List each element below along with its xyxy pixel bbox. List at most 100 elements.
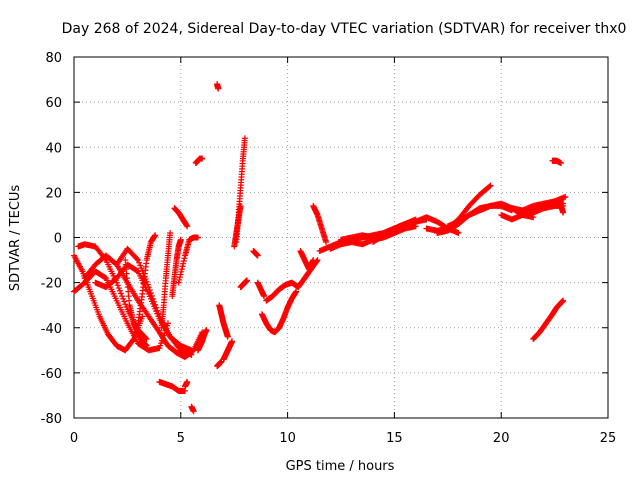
- series-arc-19: [214, 358, 225, 370]
- data-point: [120, 295, 127, 302]
- y-tick-label: -80: [41, 412, 62, 427]
- series-arc-36: [434, 202, 515, 236]
- axis-ticks: [73, 56, 609, 419]
- series-arc-24: [237, 277, 251, 291]
- series-arc-6: [113, 245, 195, 354]
- data-point: [151, 298, 158, 305]
- data-point: [188, 347, 195, 354]
- series-arc-29: [297, 248, 317, 273]
- data-point: [148, 292, 155, 299]
- y-tick-label: 0: [54, 232, 62, 247]
- data-point: [215, 85, 222, 92]
- series-arc-17: [194, 327, 210, 354]
- data-point: [152, 232, 159, 239]
- data-point: [310, 257, 317, 264]
- y-tick-label: 80: [45, 51, 62, 66]
- x-tick-label: 10: [279, 431, 296, 446]
- series-arc-41: [549, 157, 565, 167]
- data-point: [176, 274, 183, 281]
- data-point: [560, 297, 567, 304]
- data-point: [203, 327, 210, 334]
- data-point: [153, 304, 160, 311]
- data-point: [181, 255, 188, 262]
- data-point: [135, 257, 142, 264]
- data-point: [175, 279, 182, 286]
- y-tick-label: 20: [45, 186, 62, 201]
- series-arc-2: [71, 252, 146, 354]
- data-point: [244, 277, 251, 284]
- data-point: [224, 333, 231, 340]
- data-point: [487, 182, 494, 189]
- tick-labels: 0 5 10 15 20 25 -80 -60 -40 -20 0 20 40 60 80: [41, 51, 617, 446]
- data-point: [117, 290, 124, 297]
- y-tick-label: -40: [41, 322, 62, 337]
- data-point: [179, 263, 186, 270]
- data-point: [180, 260, 187, 267]
- series-arc-34: [370, 214, 462, 246]
- x-axis-label: GPS time / hours: [286, 459, 395, 474]
- data-point: [154, 307, 161, 314]
- series-arc-43: [530, 297, 567, 343]
- data-point: [261, 293, 268, 300]
- data-point: [184, 378, 191, 385]
- y-tick-label: -60: [41, 367, 62, 382]
- data-point: [184, 223, 191, 230]
- x-tick-label: 0: [70, 431, 78, 446]
- data-point: [138, 265, 145, 272]
- data-points: [71, 81, 569, 415]
- series-arc-8: [135, 232, 159, 327]
- series-arc-28: [263, 257, 321, 304]
- x-tick-label: 15: [386, 431, 403, 446]
- x-tick-label: 20: [493, 431, 510, 446]
- data-point: [178, 266, 185, 273]
- y-tick-label: -20: [41, 277, 62, 292]
- data-point: [177, 236, 184, 243]
- y-tick-label: 40: [45, 141, 62, 156]
- series-arc-26: [254, 279, 268, 300]
- grid-lines: [74, 57, 608, 418]
- data-point: [114, 282, 121, 289]
- series-arc-14: [182, 378, 191, 390]
- data-point: [150, 295, 157, 302]
- series-arc-15: [188, 403, 197, 415]
- series-arc-20: [216, 302, 231, 340]
- data-point: [147, 290, 154, 297]
- data-point: [152, 301, 159, 308]
- data-point: [122, 301, 129, 308]
- x-tick-label: 5: [177, 431, 185, 446]
- data-point: [293, 288, 300, 295]
- series-arc-9: [158, 229, 174, 331]
- data-point: [143, 336, 150, 343]
- data-point: [116, 287, 123, 294]
- chart-title: Day 268 of 2024, Sidereal Day-to-day VTE…: [62, 21, 627, 37]
- data-point: [558, 160, 565, 167]
- series-arc-18: [214, 81, 222, 92]
- data-point: [194, 234, 201, 241]
- data-point: [155, 310, 162, 317]
- y-tick-label: 60: [45, 96, 62, 111]
- data-point: [136, 259, 143, 266]
- series-arc-1: [71, 268, 171, 354]
- series-arc-13: [156, 378, 189, 394]
- series-arc-7: [122, 257, 150, 349]
- series-arc-25: [250, 248, 261, 259]
- series-arc-21: [220, 338, 236, 363]
- series-arc-12: [171, 205, 191, 230]
- data-point: [144, 281, 151, 288]
- data-point: [176, 276, 183, 283]
- series-arc-10: [169, 236, 184, 300]
- data-point: [323, 239, 330, 246]
- data-point: [254, 252, 261, 259]
- data-point: [119, 293, 126, 300]
- data-point: [137, 262, 144, 269]
- series-arc-27: [258, 288, 300, 336]
- data-point: [143, 342, 150, 349]
- data-point: [134, 255, 141, 262]
- data-point: [190, 408, 197, 415]
- data-point: [164, 320, 171, 327]
- series-arc-30: [310, 202, 330, 246]
- data-point: [560, 209, 567, 216]
- series-arc-23: [233, 135, 248, 246]
- data-point: [146, 287, 153, 294]
- data-point: [562, 193, 569, 200]
